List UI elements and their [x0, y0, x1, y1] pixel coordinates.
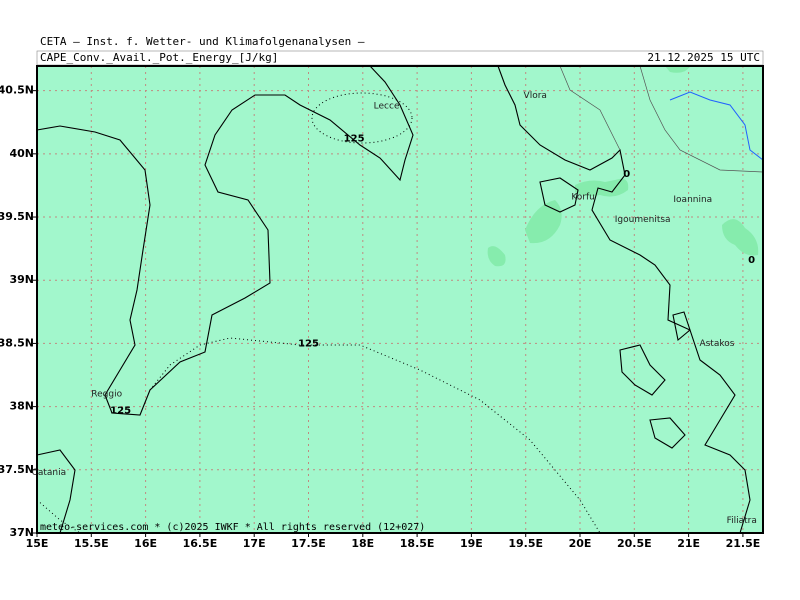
- place-name: Catania: [32, 468, 67, 478]
- labels: 15E 15.5E 16E 16.5E 17E 17.5E 18E 18.5E 19E 19.5E…: [0, 84, 760, 550]
- lat-tick-label: 37N: [9, 526, 34, 539]
- contour-label: 0: [748, 255, 755, 266]
- river: [669, 91, 764, 161]
- cape-patches: [487, 66, 759, 267]
- map-area: [37, 66, 763, 533]
- lat-tick-label: 38.5N: [0, 336, 34, 349]
- lon-tick-label: 20E: [569, 537, 592, 550]
- coastline-sicily: [36, 449, 76, 534]
- lat-tick-label: 40.5N: [0, 84, 34, 97]
- lat-tick-label: 37.5N: [0, 463, 34, 476]
- coastline-lefkada: [672, 311, 691, 342]
- lon-tick-label: 20.5E: [617, 537, 652, 550]
- contour-line: [311, 92, 413, 144]
- contour-label: 125: [344, 134, 365, 145]
- coastline-zakynthos: [649, 417, 686, 449]
- footer: meteo-services.com * (c)2025 IWKF * All …: [40, 522, 425, 533]
- place-name: Filiatra: [727, 516, 757, 526]
- institute: CETA — Inst. f. Wetter- und Klimafolgena…: [40, 35, 365, 48]
- lon-tick-label: 16.5E: [183, 537, 218, 550]
- contours: [36, 92, 601, 534]
- lon-tick-label: 19E: [460, 537, 483, 550]
- coastline-italy: [36, 65, 414, 416]
- parameter: CAPE_Conv._Avail._Pot._Energy_[J/kg]: [40, 51, 278, 64]
- place-name: Reggio: [91, 389, 122, 399]
- place-name: Astakos: [699, 339, 734, 349]
- place-name: Igoumenitsa: [615, 215, 671, 225]
- coastline-kefalonia: [619, 344, 666, 396]
- lon-tick-label: 17.5E: [291, 537, 326, 550]
- place-name: Ioannina: [673, 195, 712, 205]
- lat-tick-label: 39N: [9, 273, 34, 286]
- cape-patch: [525, 200, 562, 244]
- cape-patch: [665, 66, 690, 73]
- place-name: Korfu: [571, 192, 595, 202]
- lon-tick-label: 21.5E: [726, 537, 761, 550]
- lat-tick-label: 40N: [9, 147, 34, 160]
- contour-label: 0: [623, 169, 630, 180]
- lon-tick-label: 15.5E: [74, 537, 109, 550]
- lon-tick-label: 18.5E: [400, 537, 435, 550]
- place-name: Lecce: [374, 101, 400, 111]
- place-name: Vlora: [524, 91, 547, 101]
- valid-time: 21.12.2025 15 UTC: [647, 51, 760, 64]
- coastline-greece: [497, 65, 751, 534]
- coastline-corfu: [539, 177, 579, 213]
- border: [559, 65, 764, 173]
- cape-patch: [722, 219, 759, 256]
- lon-tick-label: 17E: [243, 537, 266, 550]
- cape-patch: [575, 178, 629, 197]
- contour-line: [149, 337, 601, 534]
- lon-tick-label: 21E: [677, 537, 700, 550]
- lat-tick-label: 38N: [9, 400, 34, 413]
- contour-label: 125: [298, 338, 319, 349]
- contour-label: 125: [110, 405, 131, 416]
- lon-tick-label: 18E: [351, 537, 374, 550]
- lon-tick-label: 19.5E: [508, 537, 543, 550]
- coastlines: [36, 65, 764, 534]
- lon-tick-label: 16E: [134, 537, 157, 550]
- cape-patch: [487, 246, 506, 267]
- lat-tick-label: 39.5N: [0, 210, 34, 223]
- lon-tick-label: 15E: [26, 537, 49, 550]
- map-frame: [36, 65, 764, 534]
